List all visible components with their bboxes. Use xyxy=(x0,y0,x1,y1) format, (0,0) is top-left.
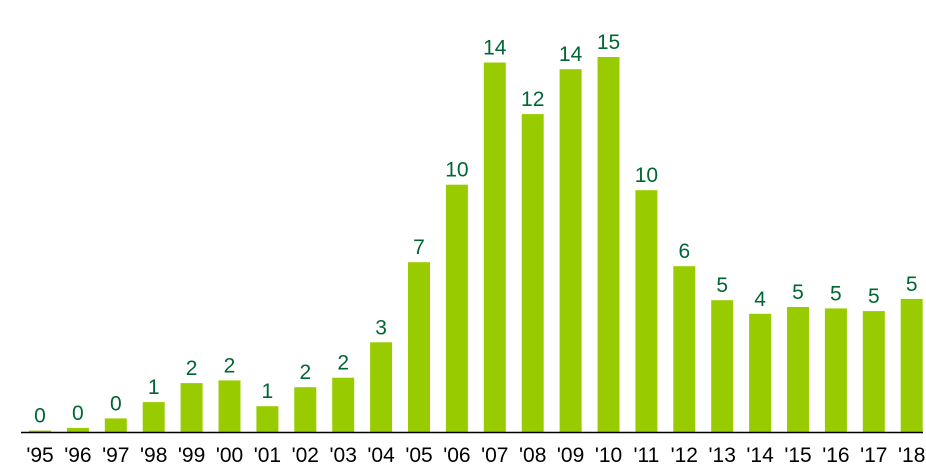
x-tick-label-17: '12 xyxy=(671,444,698,467)
value-label-12: 14 xyxy=(483,37,507,60)
bar-14 xyxy=(559,69,582,432)
value-label-21: 5 xyxy=(830,282,842,305)
x-tick-label-2: '97 xyxy=(102,444,129,467)
bar-18 xyxy=(711,300,734,432)
bar-21 xyxy=(824,308,847,432)
x-tick-label-3: '98 xyxy=(140,444,167,467)
bar-12 xyxy=(483,62,506,432)
bar-8 xyxy=(332,377,355,432)
value-label-14: 14 xyxy=(559,43,583,66)
value-label-22: 5 xyxy=(868,285,880,308)
x-tick-label-11: '06 xyxy=(443,444,470,467)
value-label-9: 3 xyxy=(375,316,387,339)
value-label-23: 5 xyxy=(906,273,918,296)
x-tick-label-19: '14 xyxy=(746,444,774,467)
bar-6 xyxy=(256,406,279,432)
x-tick-label-22: '17 xyxy=(860,444,887,467)
x-tick-label-0: '95 xyxy=(26,444,53,467)
x-tick-label-10: '05 xyxy=(405,444,432,467)
bar-16 xyxy=(635,190,658,432)
x-tick-label-18: '13 xyxy=(709,444,736,467)
value-label-10: 7 xyxy=(413,236,425,259)
bar-1 xyxy=(66,427,89,432)
bar-3 xyxy=(142,402,165,432)
bar-19 xyxy=(749,313,772,432)
value-label-15: 15 xyxy=(597,31,620,54)
x-tick-label-15: '10 xyxy=(595,444,622,467)
bar-20 xyxy=(787,307,809,432)
value-label-11: 10 xyxy=(445,159,468,182)
value-label-7: 2 xyxy=(299,361,311,384)
x-tick-label-1: '96 xyxy=(64,444,91,467)
value-label-1: 0 xyxy=(72,402,84,425)
x-tick-labels-group: '95 '96 '97 '98 '99 '00 '01 '02 '03 '04 '05 '06 '07 '… xyxy=(26,444,925,467)
x-tick-label-4: '99 xyxy=(178,444,205,467)
bar-10 xyxy=(408,262,430,432)
value-label-19: 4 xyxy=(754,288,766,311)
x-tick-label-8: '03 xyxy=(330,444,357,467)
bar-2 xyxy=(104,418,127,432)
value-label-13: 12 xyxy=(521,88,544,111)
x-tick-label-14: '09 xyxy=(557,444,584,467)
bar-0 xyxy=(29,430,51,432)
bar-13 xyxy=(521,114,544,432)
bar-11 xyxy=(445,184,468,432)
x-tick-label-20: '15 xyxy=(784,444,811,467)
bar-7 xyxy=(294,387,317,432)
x-tick-label-6: '01 xyxy=(254,444,281,467)
bar-17 xyxy=(673,266,696,432)
x-tick-label-13: '08 xyxy=(519,444,546,467)
x-tick-label-7: '02 xyxy=(292,444,319,467)
value-label-5: 2 xyxy=(224,354,236,377)
bar-4 xyxy=(180,383,203,432)
bars-group xyxy=(29,57,923,432)
x-tick-label-12: '07 xyxy=(481,444,508,467)
value-label-8: 2 xyxy=(337,352,349,375)
x-tick-label-23: '18 xyxy=(898,444,925,467)
bar-23 xyxy=(900,298,923,432)
value-label-16: 10 xyxy=(635,164,658,187)
value-label-2: 0 xyxy=(110,392,122,415)
value-label-3: 1 xyxy=(148,376,160,399)
x-tick-label-5: '00 xyxy=(216,444,243,467)
value-label-4: 2 xyxy=(186,357,198,380)
x-tick-label-16: '11 xyxy=(633,444,659,467)
bar-9 xyxy=(370,342,393,432)
value-label-6: 1 xyxy=(262,380,274,403)
value-label-17: 6 xyxy=(678,240,690,263)
x-tick-label-21: '16 xyxy=(822,444,849,467)
bar-15 xyxy=(597,57,620,432)
value-label-0: 0 xyxy=(34,405,46,428)
x-tick-label-9: '04 xyxy=(367,444,395,467)
bar-22 xyxy=(862,311,885,432)
value-label-20: 5 xyxy=(792,281,804,304)
value-label-18: 5 xyxy=(716,274,728,297)
bar-5 xyxy=(218,380,241,432)
